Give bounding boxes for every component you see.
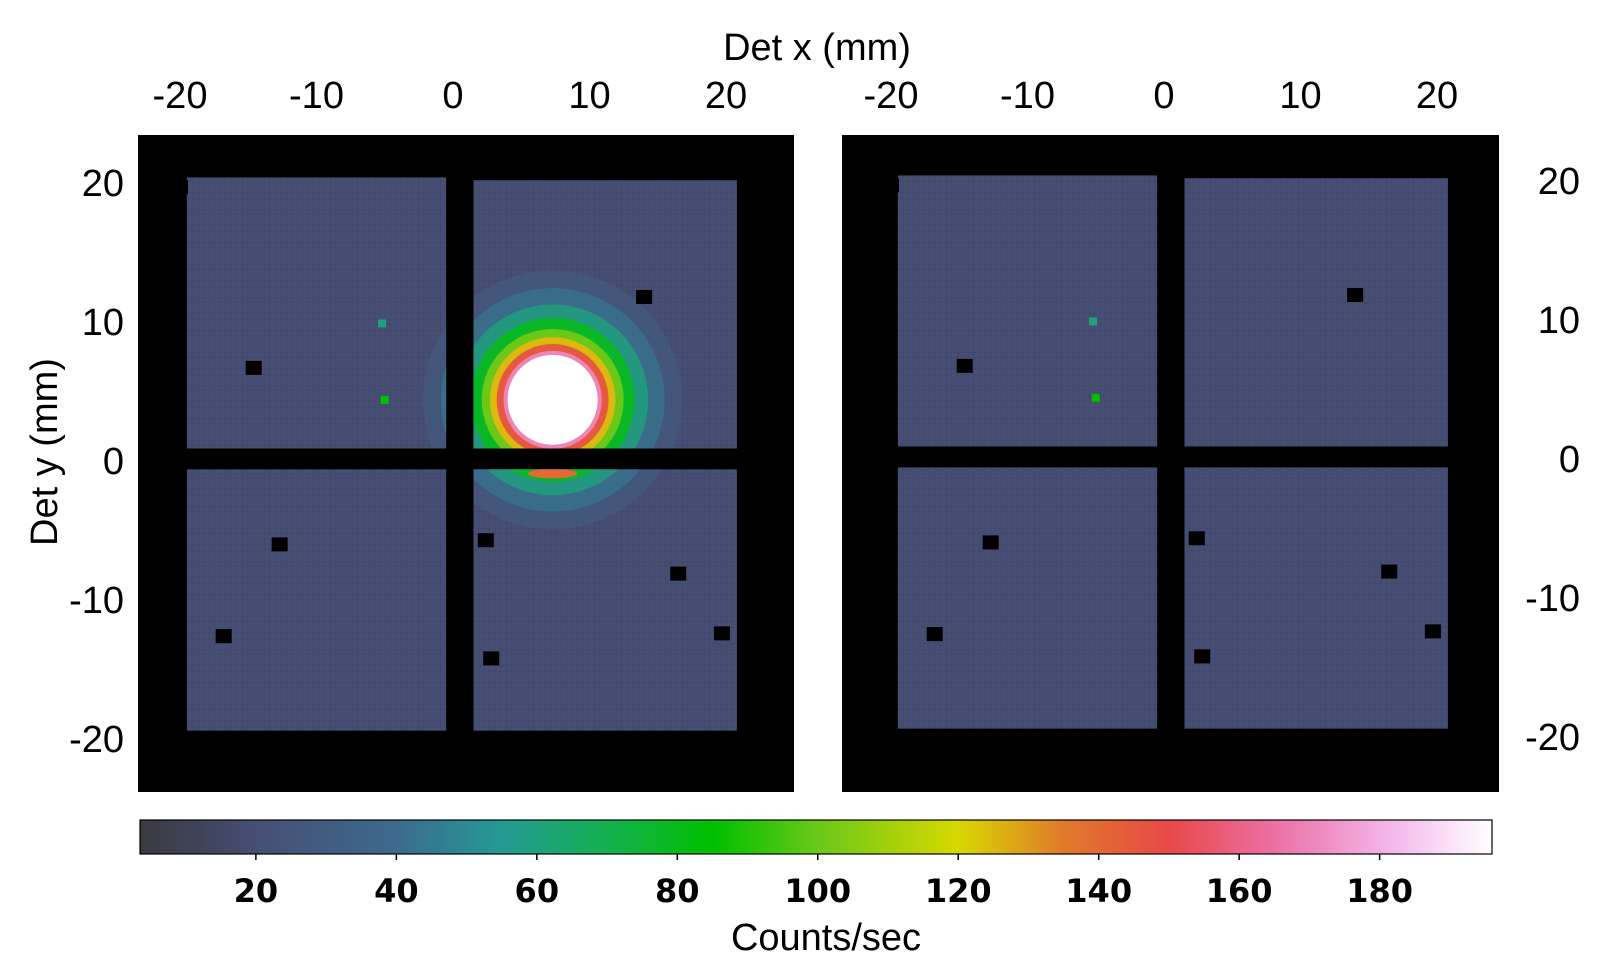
x-tick-label: 10	[568, 75, 610, 117]
pixel-grid	[1184, 467, 1448, 729]
y-tick-label: 10	[82, 302, 124, 344]
detector-panel-right	[842, 135, 1499, 792]
x-ticks-left-panel: -20 -10 0 10 20	[153, 75, 748, 117]
dead-pixel	[1347, 287, 1364, 302]
colorbar-tick-label: 120	[925, 872, 992, 910]
dead-pixel	[1381, 564, 1398, 579]
dead-pixel	[713, 626, 730, 641]
source-ring	[507, 354, 598, 445]
colorbar-tick-label: 160	[1206, 872, 1273, 910]
colorbar-tick-label: 40	[374, 872, 419, 910]
x-tick-label: 0	[442, 75, 463, 117]
source-spill	[528, 468, 578, 479]
y-ticks-left-panel: 20 10 0 -10 -20	[69, 163, 124, 761]
dead-pixel	[926, 627, 943, 642]
y-tick-label: 20	[82, 163, 124, 205]
x-axis-label: Det x (mm)	[723, 27, 911, 69]
detector-panel-left	[138, 135, 794, 792]
dead-pixel	[982, 535, 999, 550]
y-tick-label: -10	[1525, 578, 1580, 620]
dead-pixel	[670, 566, 687, 581]
dead-pixel	[483, 651, 500, 666]
y-tick-label: 10	[1538, 300, 1580, 342]
x-tick-label: -10	[289, 75, 344, 117]
hot-pixel	[1089, 317, 1098, 326]
x-ticks-right-panel: -20 -10 0 10 20	[864, 75, 1459, 117]
dead-pixel	[883, 178, 899, 193]
hot-pixel	[1091, 393, 1100, 402]
pixel-grid	[897, 467, 1158, 729]
colorbar-tick-label: 80	[655, 872, 700, 910]
colorbar-tick-label: 60	[515, 872, 560, 910]
y-tick-label: -20	[69, 719, 124, 761]
x-tick-label: 10	[1279, 75, 1321, 117]
pixel-grid	[1184, 178, 1448, 447]
y-tick-label: 0	[103, 441, 124, 483]
colorbar-tick-label: 140	[1065, 872, 1132, 910]
x-tick-label: 20	[705, 75, 747, 117]
hot-pixel	[378, 319, 387, 328]
colorbar-ticks: 20 40 60 80 100 120 140 160 180	[234, 854, 1413, 910]
dead-pixel	[636, 289, 653, 304]
dead-pixel	[1188, 531, 1205, 546]
pixel-grid	[897, 175, 1158, 447]
x-tick-label: -20	[864, 75, 919, 117]
y-tick-label: 20	[1538, 161, 1580, 203]
x-tick-label: -10	[1000, 75, 1055, 117]
pixel-grid	[186, 469, 447, 731]
colorbar: 20 40 60 80 100 120 140 160 180 Counts/sec	[139, 819, 1493, 959]
colorbar-tick-label: 20	[234, 872, 279, 910]
x-tick-label: 20	[1416, 75, 1458, 117]
x-tick-label: -20	[153, 75, 208, 117]
dead-pixel	[477, 533, 494, 548]
y-tick-label: 0	[1559, 439, 1580, 481]
dead-pixel	[172, 180, 188, 195]
colorbar-tick-label: 180	[1346, 872, 1413, 910]
colorbar-tick-label: 100	[784, 872, 851, 910]
y-ticks-right-panel: 20 10 0 -10 -20	[1525, 161, 1580, 759]
hot-pixel	[380, 395, 389, 404]
y-tick-label: -20	[1525, 717, 1580, 759]
dead-pixel	[245, 360, 262, 375]
y-axis-label: Det y (mm)	[24, 358, 66, 546]
pixel-grid	[186, 177, 447, 449]
dead-pixel	[1424, 624, 1441, 639]
dead-pixel	[956, 358, 973, 373]
source-spot	[422, 270, 683, 530]
y-tick-label: -10	[69, 580, 124, 622]
x-tick-label: 0	[1153, 75, 1174, 117]
dead-pixel	[271, 537, 288, 552]
colorbar-label: Counts/sec	[731, 917, 921, 959]
dead-pixel	[215, 629, 232, 644]
dead-pixel	[1194, 649, 1211, 664]
colorbar-gradient	[139, 819, 1493, 855]
